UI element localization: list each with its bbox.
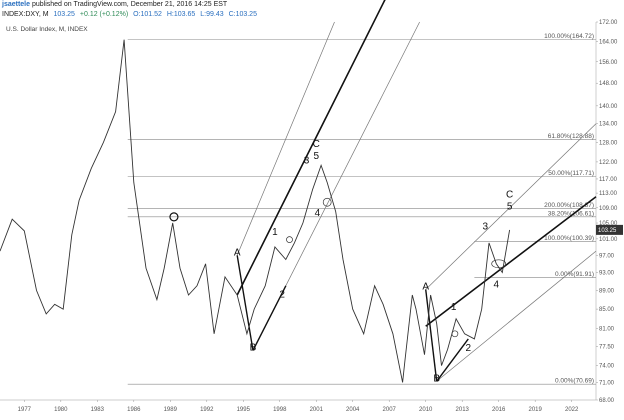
wave-label: 1 xyxy=(272,227,278,238)
close-value: 103.25 xyxy=(53,11,75,18)
wave-label: A xyxy=(422,281,429,292)
x-tick-label: 2004 xyxy=(346,407,360,413)
high-value: H:103.65 xyxy=(166,11,196,18)
x-tick-label: 2013 xyxy=(456,407,470,413)
chart-header: jsaettele published on TradingView.com, … xyxy=(0,0,624,24)
wave-label: 5 xyxy=(313,151,319,162)
open-value: O:101.52 xyxy=(133,11,162,18)
x-tick-label: 1983 xyxy=(91,407,105,413)
y-tick-label: 68.00 xyxy=(599,398,615,404)
fib-level-label: 0.00%(70.69) xyxy=(555,378,594,385)
channel-lower-2 xyxy=(436,250,597,382)
wave-label: A xyxy=(234,247,241,258)
x-tick-label: 2022 xyxy=(565,407,579,413)
fib-level-label: 100.00%(164.72) xyxy=(544,33,594,40)
y-tick-label: 71.00 xyxy=(599,380,615,386)
wave-label: 2 xyxy=(466,343,472,354)
y-tick-label: 172.00 xyxy=(599,20,618,26)
channel-upper-2 xyxy=(425,123,597,290)
symbol-label[interactable]: INDEX:DXY, M xyxy=(2,11,49,18)
x-tick-label: 1989 xyxy=(164,407,178,413)
y-tick-label: 128.00 xyxy=(599,140,618,146)
fib-level-label: 38.20%(106.61) xyxy=(548,210,594,217)
annotation-circle xyxy=(286,236,293,244)
wave-label: C xyxy=(313,139,320,150)
wave-label: 2 xyxy=(279,289,285,300)
publish-text: published on TradingView.com, December 2… xyxy=(31,1,228,8)
y-tick-label: 77.50 xyxy=(599,345,615,351)
y-tick-label: 134.00 xyxy=(599,122,618,128)
y-tick-label: 93.00 xyxy=(599,270,615,276)
wave-label: 1 xyxy=(451,302,457,313)
price-series xyxy=(0,39,511,383)
wave-label: 4 xyxy=(493,280,499,291)
fib-level-label: 100.00%(100.39) xyxy=(544,235,594,242)
x-tick-label: 2016 xyxy=(492,407,506,413)
y-tick-label: 156.00 xyxy=(599,60,618,66)
channel-bold-1 xyxy=(236,0,386,296)
x-tick-label: 1995 xyxy=(237,407,251,413)
last-price-label: 103.25 xyxy=(598,228,617,234)
x-tick-label: 1992 xyxy=(200,407,214,413)
wave-label: 3 xyxy=(483,222,489,233)
wave-label: B xyxy=(433,373,440,384)
fib-level-label: 200.00%(108.87) xyxy=(544,202,594,209)
wave-a-b-2 xyxy=(425,289,438,382)
x-tick-label: 1980 xyxy=(54,407,68,413)
annotation-circle xyxy=(491,259,507,269)
wave-b-2-2 xyxy=(436,338,469,382)
wave-label: 3 xyxy=(304,156,310,167)
x-tick-label: 2007 xyxy=(383,407,397,413)
y-tick-label: 101.00 xyxy=(599,237,618,243)
author-link[interactable]: jsaettele xyxy=(2,1,31,8)
x-tick-label: 2001 xyxy=(310,407,324,413)
annotation-circle xyxy=(169,212,179,222)
y-tick-label: 97.00 xyxy=(599,253,615,259)
chart-title: U.S. Dollar Index, M, INDEX xyxy=(6,26,88,33)
wave-label: C xyxy=(506,189,513,200)
x-tick-label: 1977 xyxy=(18,407,32,413)
wave-label: B xyxy=(250,342,257,353)
y-tick-label: 113.00 xyxy=(599,191,618,197)
low-value: L:99.43 xyxy=(200,11,224,18)
y-tick-label: 74.00 xyxy=(599,364,615,370)
wave-a-b-1 xyxy=(236,255,254,351)
change-value: +0.12 (+0.12%) xyxy=(79,11,129,18)
wave-b-2-1 xyxy=(252,285,287,351)
y-tick-label: 148.00 xyxy=(599,81,618,87)
fib-level-label: 0.00%(91.91) xyxy=(555,271,594,278)
last-price-box xyxy=(596,224,623,235)
fib-level-label: 50.00%(117.71) xyxy=(548,170,594,177)
y-tick-label: 117.00 xyxy=(599,177,618,183)
x-tick-label: 2010 xyxy=(419,407,433,413)
publish-info: jsaettele published on TradingView.com, … xyxy=(2,1,227,8)
channel-upper-1 xyxy=(236,21,335,256)
y-tick-label: 164.00 xyxy=(599,39,618,45)
y-tick-label: 122.00 xyxy=(599,160,618,166)
y-tick-label: 140.00 xyxy=(599,104,618,110)
y-tick-label: 89.00 xyxy=(599,288,615,294)
y-tick-label: 81.00 xyxy=(599,327,615,333)
x-tick-label: 2019 xyxy=(529,407,543,413)
x-tick-label: 1986 xyxy=(127,407,141,413)
fib-level-label: 61.80%(128.88) xyxy=(548,133,594,140)
wave-label: 5 xyxy=(507,201,513,212)
symbol-info: INDEX:DXY, M 103.25 +0.12 (+0.12%) O:101… xyxy=(2,11,260,18)
channel-bold-2 xyxy=(425,196,597,327)
wave-label: 4 xyxy=(315,208,321,219)
y-tick-label: 85.00 xyxy=(599,307,615,313)
close-ohlc-value: C:103.25 xyxy=(228,11,257,18)
y-tick-label: 109.00 xyxy=(599,206,618,212)
annotation-circle xyxy=(322,197,332,207)
x-tick-label: 1998 xyxy=(273,407,287,413)
annotation-circle xyxy=(451,330,459,338)
y-tick-label: 105.00 xyxy=(599,221,618,227)
